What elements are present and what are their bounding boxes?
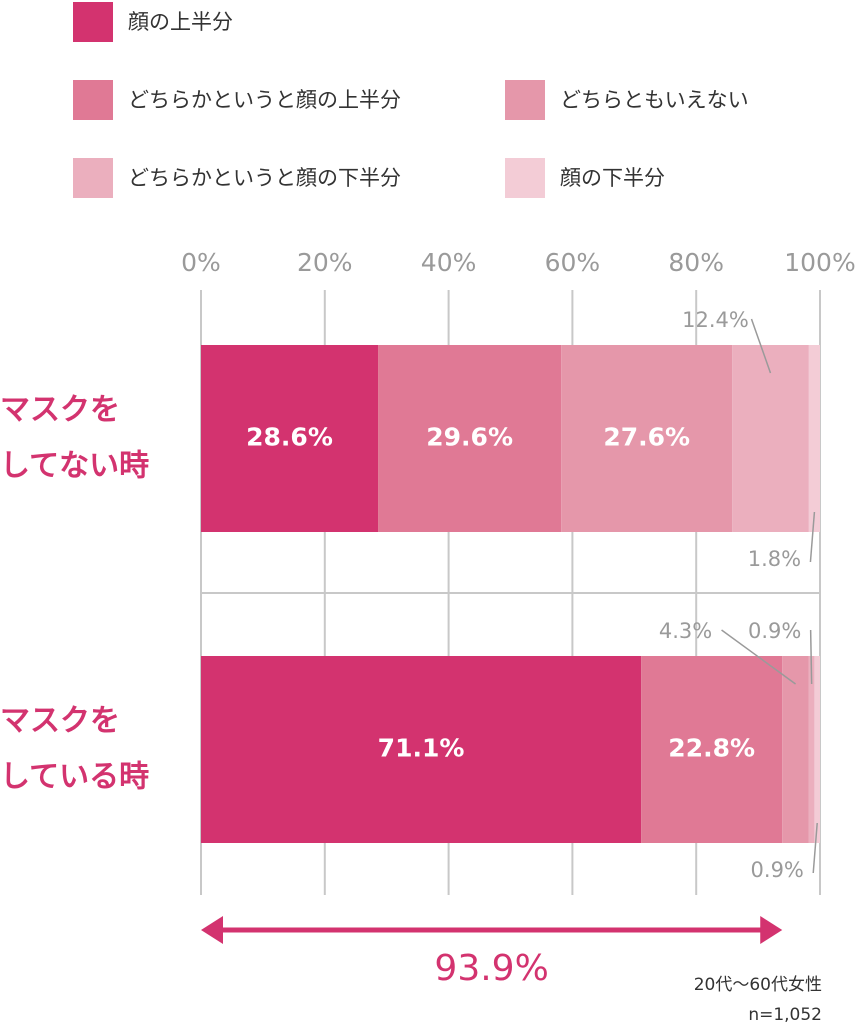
leader-line <box>812 822 818 874</box>
legend-label: どちらともいえない <box>560 88 749 112</box>
legend-label: 顔の下半分 <box>560 166 665 190</box>
bar-segment <box>201 656 642 843</box>
leader-line <box>750 318 772 374</box>
legend-swatch <box>73 2 113 42</box>
note: 20代〜60代女性 <box>694 975 822 995</box>
legend-label: 顔の上半分 <box>128 10 233 34</box>
legend-swatch <box>73 80 113 120</box>
note: n=1,052 <box>748 1005 822 1025</box>
bar-segment <box>782 656 809 843</box>
legend-label: どちらかというと顔の上半分 <box>128 88 401 112</box>
annotation-label: 93.9% <box>434 948 548 989</box>
bar-segment <box>732 345 809 532</box>
value-label: 0.9% <box>748 619 801 643</box>
arrow-head <box>201 916 223 944</box>
bar-segment <box>641 656 783 843</box>
x-tick-label: 60% <box>545 248 601 277</box>
legend-label: どちらかというと顔の下半分 <box>128 166 401 190</box>
value-label: 29.6% <box>426 423 513 452</box>
x-tick-label: 100% <box>784 248 855 277</box>
value-label: 71.1% <box>378 734 465 763</box>
value-label: 27.6% <box>603 423 690 452</box>
value-label: 12.4% <box>682 308 749 332</box>
value-label: 1.8% <box>748 547 801 571</box>
bar-segment <box>814 656 820 843</box>
value-label: 4.3% <box>659 619 712 643</box>
bar-segment <box>808 656 815 843</box>
x-tick-label: 0% <box>181 248 221 277</box>
legend-swatch <box>505 80 545 120</box>
category-label: マスクをしている時 <box>0 703 149 794</box>
value-label: 22.8% <box>668 734 755 763</box>
arrow-head <box>760 916 783 944</box>
value-label: 0.9% <box>751 858 804 882</box>
x-tick-label: 40% <box>421 248 477 277</box>
category-label: マスクをしてない時 <box>0 392 149 483</box>
bar-segment <box>201 345 379 532</box>
bar-segment <box>808 345 820 532</box>
bar-segment <box>561 345 733 532</box>
bar-segment <box>378 345 562 532</box>
leader-line <box>721 629 796 685</box>
value-label: 28.6% <box>246 423 333 452</box>
leader-line <box>809 629 813 685</box>
x-tick-label: 80% <box>668 248 724 277</box>
x-tick-label: 20% <box>297 248 353 277</box>
legend-swatch <box>505 158 545 198</box>
leader-line <box>809 511 816 563</box>
legend-swatch <box>73 158 113 198</box>
